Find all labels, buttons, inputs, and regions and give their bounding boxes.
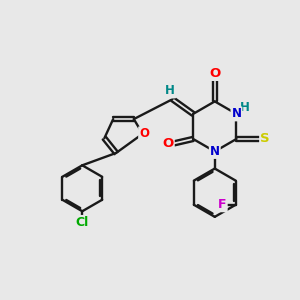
Text: O: O	[139, 127, 149, 140]
Text: N: N	[232, 107, 242, 120]
Text: H: H	[165, 85, 175, 98]
Text: N: N	[210, 145, 220, 158]
Text: O: O	[209, 67, 220, 80]
Text: Cl: Cl	[76, 216, 89, 229]
Text: H: H	[240, 101, 250, 114]
Text: S: S	[260, 133, 270, 146]
Text: F: F	[218, 198, 227, 211]
Text: O: O	[163, 137, 174, 150]
